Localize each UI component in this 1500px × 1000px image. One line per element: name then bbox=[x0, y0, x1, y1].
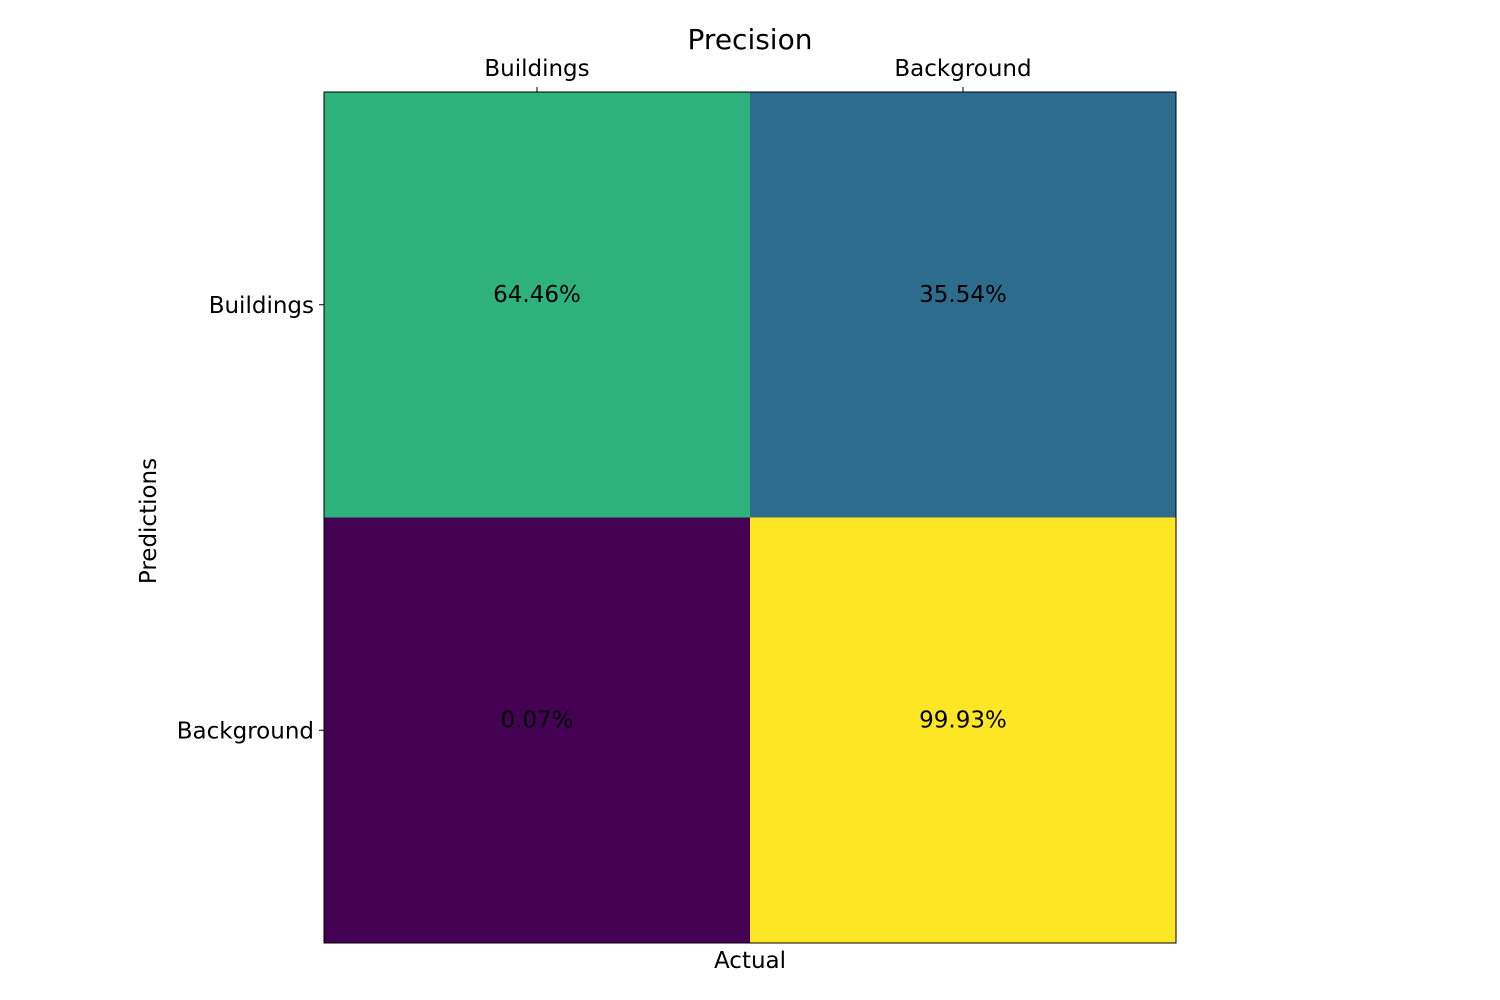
plot-frame bbox=[323, 91, 1177, 944]
x-axis-label: Actual bbox=[714, 948, 786, 974]
heatmap-cells bbox=[324, 92, 1177, 944]
y-tick-label: Buildings bbox=[209, 293, 314, 319]
heatmap-cell-labels: 64.46% 35.54% 0.07% 99.93% bbox=[493, 282, 1007, 734]
cell-value-label: 35.54% bbox=[919, 282, 1007, 308]
cell-value-label: 64.46% bbox=[493, 282, 581, 308]
y-axis-label: Predictions bbox=[136, 458, 162, 584]
heatmap-cell bbox=[324, 517, 751, 944]
x-tick-label: Background bbox=[894, 56, 1031, 82]
heatmap-cell bbox=[750, 92, 1177, 518]
chart-title: Precision bbox=[688, 23, 813, 56]
y-tick-label: Background bbox=[177, 718, 314, 744]
x-axis-ticks: Buildings Background bbox=[484, 56, 1032, 92]
heatmap-cell bbox=[324, 92, 751, 518]
cell-value-label: 99.93% bbox=[919, 707, 1007, 733]
cell-value-label: 0.07% bbox=[500, 707, 573, 733]
y-axis-ticks: Buildings Background bbox=[177, 293, 324, 744]
heatmap-cell bbox=[750, 517, 1177, 944]
x-tick-label: Buildings bbox=[484, 56, 589, 82]
